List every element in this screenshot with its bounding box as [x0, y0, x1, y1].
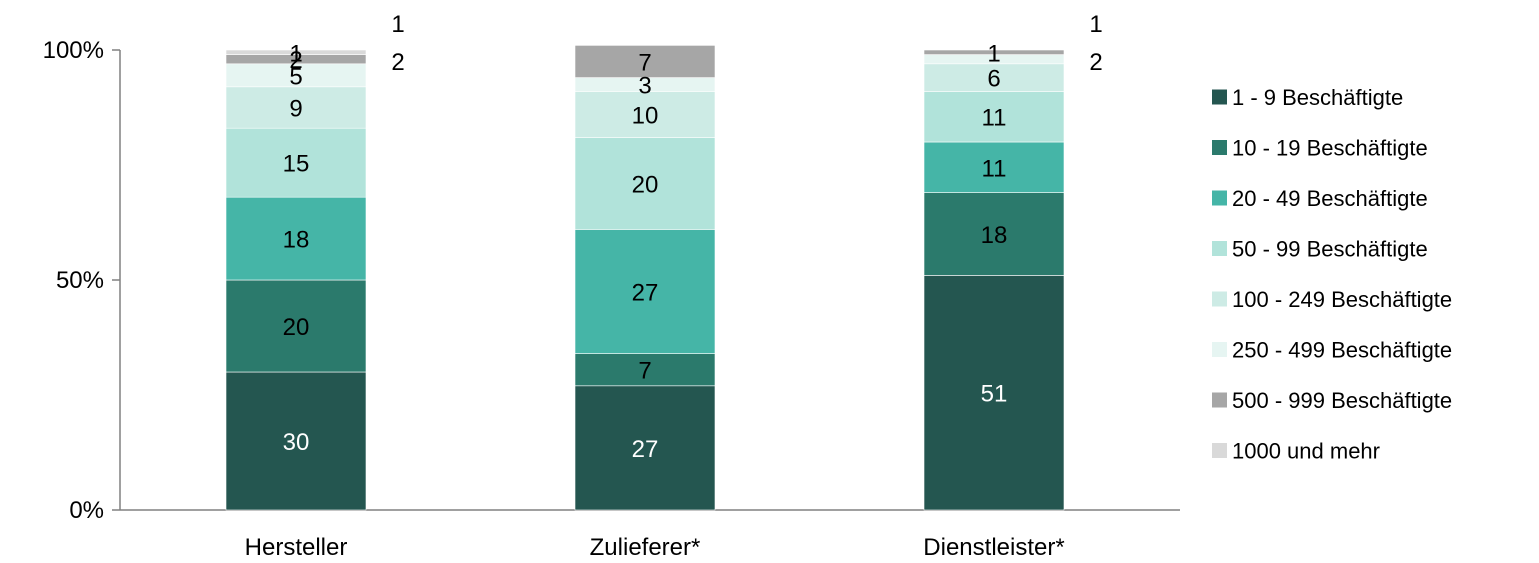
data-label: 30 — [283, 429, 310, 456]
data-label: 9 — [289, 96, 302, 123]
legend-swatch — [1212, 392, 1227, 408]
x-category-label: Zulieferer* — [590, 534, 701, 561]
y-tick-label: 50% — [56, 267, 104, 294]
x-category-label: Hersteller — [245, 534, 348, 561]
bars — [225, 45, 1065, 511]
legend-swatch — [1212, 140, 1227, 155]
bar-segment — [574, 137, 716, 230]
x-category-label: Dienstleister* — [923, 534, 1064, 561]
legend-swatch — [1212, 443, 1227, 458]
bar-segment — [923, 141, 1065, 193]
data-label: 11 — [982, 155, 1007, 182]
outside-data-label: 1 — [391, 11, 404, 38]
bar-segment — [225, 371, 367, 511]
bar-segment — [574, 385, 716, 511]
outside-data-label: 2 — [391, 49, 404, 76]
data-label: 1 — [289, 40, 302, 67]
data-label: 3 — [638, 73, 651, 100]
outside-data-label: 1 — [1089, 11, 1102, 38]
data-label: 10 — [632, 102, 659, 129]
legend-swatch — [1212, 89, 1227, 105]
data-label: 11 — [982, 105, 1007, 132]
bar-segment — [923, 49, 1065, 55]
legend-label: 20 - 49 Beschäftigte — [1232, 186, 1428, 211]
bar-segment — [225, 196, 367, 281]
data-label: 27 — [632, 436, 659, 463]
bar-segment — [225, 49, 367, 55]
data-label: 18 — [981, 222, 1008, 249]
bar-segment — [923, 275, 1065, 511]
axes: 0% 50% 100% Hersteller Zulieferer* Dienstleis… — [43, 37, 1180, 561]
legend-label: 250 - 499 Beschäftigte — [1232, 338, 1452, 363]
legend-swatch — [1212, 291, 1227, 307]
bar-segment — [225, 86, 367, 129]
data-label: 1 — [987, 40, 1000, 67]
data-label: 2 — [289, 47, 302, 74]
legend-swatch — [1212, 342, 1227, 357]
legend-label: 100 - 249 Beschäftigte — [1232, 287, 1452, 312]
legend-label: 50 - 99 Beschäftigte — [1232, 237, 1428, 262]
bar-segment — [225, 127, 367, 198]
y-tick-label: 0% — [69, 497, 104, 524]
bar-segment — [574, 45, 716, 78]
legend-label: 10 - 19 Beschäftigte — [1232, 136, 1428, 161]
data-label: 6 — [987, 66, 1000, 93]
bar-segment — [923, 91, 1065, 143]
data-label: 5 — [289, 63, 302, 90]
data-label: 20 — [283, 314, 310, 341]
data-label: 27 — [632, 280, 659, 307]
bar-segment — [923, 63, 1065, 92]
legend-swatch — [1212, 241, 1227, 256]
legend-label: 1000 und mehr — [1232, 439, 1380, 464]
legend-swatch — [1212, 190, 1227, 206]
bar-segment — [225, 279, 367, 373]
legend: 1 - 9 Beschäftigte 10 - 19 Beschäftigte 20… — [1212, 85, 1452, 464]
data-label: 18 — [283, 227, 310, 254]
bar-segment — [574, 353, 716, 387]
bar-segment — [574, 229, 716, 354]
data-label: 20 — [632, 171, 659, 198]
bar-segment — [923, 192, 1065, 276]
legend-label: 500 - 999 Beschäftigte — [1232, 388, 1452, 413]
legend-label: 1 - 9 Beschäftigte — [1232, 85, 1403, 110]
outside-data-label: 2 — [1089, 49, 1102, 76]
data-label: 7 — [638, 50, 651, 77]
data-label: 15 — [283, 151, 310, 178]
data-label: 7 — [638, 358, 651, 385]
y-tick-label: 100% — [43, 37, 104, 64]
data-label: 51 — [981, 381, 1008, 408]
bar-segment — [574, 91, 716, 138]
